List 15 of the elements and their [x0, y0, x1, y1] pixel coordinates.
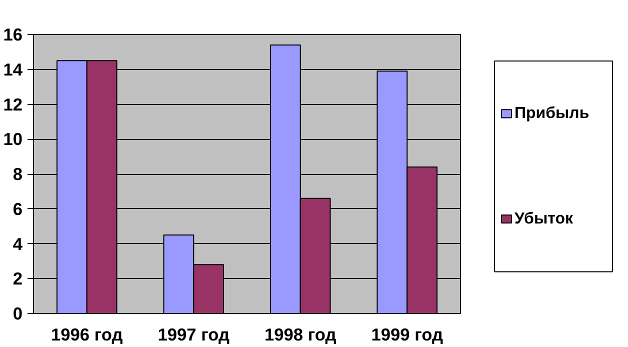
y-tick-label: 12	[3, 94, 23, 114]
y-tick-label: 4	[12, 234, 23, 254]
y-tick-label: 16	[3, 24, 23, 44]
x-tick-label: 1997 год	[158, 324, 230, 344]
x-tick-label: 1999 год	[371, 324, 443, 344]
y-tick-label: 2	[12, 268, 23, 289]
y-tick-label: 8	[12, 164, 23, 184]
y-tick-label: 10	[3, 129, 23, 150]
legend-label: Прибыль	[514, 105, 590, 122]
y-tick-label: 6	[12, 198, 23, 219]
y-tick-label: 14	[3, 59, 23, 80]
x-tick-label: 1996 год	[51, 324, 123, 344]
y-tick-label: 0	[12, 304, 23, 324]
legend-label: Убыток	[514, 210, 574, 228]
x-tick-label: 1998 год	[264, 324, 336, 344]
